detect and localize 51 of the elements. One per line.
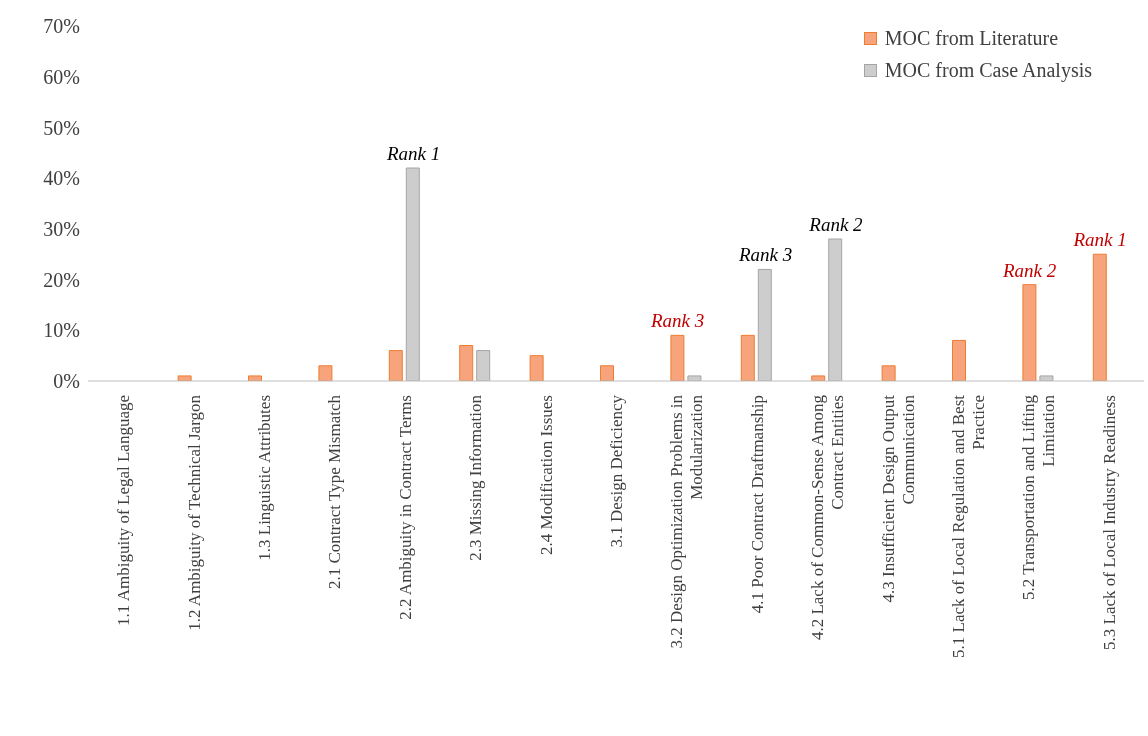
legend-label: MOC from Case Analysis: [883, 58, 1092, 84]
x-tick-label: 2.1 Contract Type Mismatch: [325, 394, 345, 589]
x-tick-label: 5.3 Lack of Local Industry Readiness: [1099, 395, 1119, 650]
x-tick-label: 1.2 Ambiguity of Technical Jargon: [184, 394, 204, 631]
bar: [529, 355, 544, 381]
bar: [1022, 284, 1037, 381]
annotation: Rank 1: [1072, 229, 1127, 251]
x-tick-label: 5.2 Transportation and Lifting Limitation: [1019, 394, 1059, 600]
bar: [952, 339, 967, 381]
bar: [811, 375, 826, 381]
y-tick-label: 70%: [43, 15, 80, 38]
bar: [687, 375, 702, 381]
y-tick-label: 50%: [43, 116, 80, 139]
x-tick-label: 1.1 Ambiguity of Legal Language: [114, 395, 134, 626]
bar: [881, 365, 896, 381]
bar: [318, 365, 333, 381]
x-tick-label: 1.3 Linguistic Attributes: [255, 395, 274, 561]
bar: [757, 268, 772, 381]
bar: [1092, 253, 1107, 381]
x-tick-label: 4.3 Insufficient Design Output Communication: [878, 394, 918, 603]
x-tick-label: 2.4 Modification Issues: [536, 395, 556, 556]
annotation: Rank 2: [808, 214, 864, 235]
bar: [177, 375, 192, 381]
bar: [740, 334, 755, 381]
x-tick-label: 3.2 Design Optimization Problems in Modularization: [667, 394, 707, 649]
bar: [600, 365, 615, 381]
y-tick-label: 10%: [43, 319, 80, 342]
y-tick-label: 40%: [43, 167, 80, 190]
y-tick-label: 60%: [43, 65, 80, 88]
bar: [476, 350, 491, 381]
bar: [405, 167, 420, 381]
bar: [459, 345, 474, 381]
bar: [1039, 375, 1054, 381]
bar: [388, 350, 403, 381]
x-tick-label: 2.2 Ambiguity in Contract Terms: [395, 395, 415, 620]
x-tick-label: 3.1 Design Deficiency: [607, 394, 626, 548]
y-tick-label: 30%: [43, 217, 80, 240]
x-tick-label: 2.3 Missing Information: [466, 394, 486, 561]
x-tick-label: 5.1 Lack of Local Regulation and Best Practice: [949, 394, 988, 658]
annotation: Rank 2: [1002, 259, 1057, 281]
bar: [248, 375, 263, 381]
annotation: Rank 3: [650, 310, 705, 332]
x-tick-label: 4.2 Lack of Common-Sense Among Contract Entities: [808, 394, 848, 641]
bar: [828, 238, 843, 381]
x-tick-label: 4.1 Poor Contract Draftmanship: [747, 395, 767, 614]
annotation: Rank 3: [737, 244, 793, 266]
bar: [670, 334, 685, 381]
legend-label: MOC from Literature: [883, 26, 1060, 51]
y-tick-label: 0%: [53, 370, 80, 393]
y-tick-label: 20%: [43, 268, 80, 291]
annotation: Rank 1: [385, 143, 441, 164]
